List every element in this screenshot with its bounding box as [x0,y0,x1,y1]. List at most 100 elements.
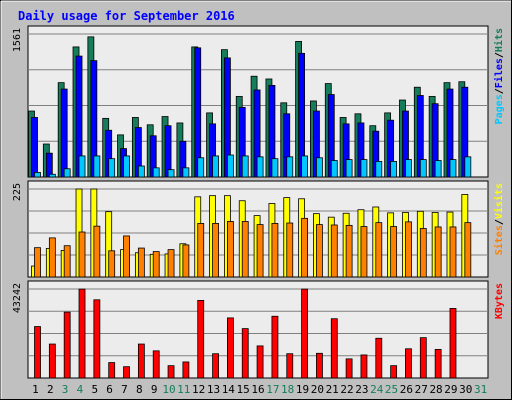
legend-entry: KBytes [494,283,505,319]
day-label: 23 [355,383,368,396]
y-max-label: 225 [12,183,23,201]
day-label: 29 [444,383,457,396]
sites-bar-day-12 [197,223,205,278]
day-label: 17 [266,383,279,396]
sites-bar-day-15 [241,221,249,278]
sites-bar-day-3 [63,245,71,278]
pages-bar-day-30 [464,156,472,178]
day-label: 25 [385,383,398,396]
kbytes-bar-day-19 [301,288,308,379]
y-max-label: 1561 [12,28,23,52]
kbytes-bar-day-20 [316,352,323,379]
day-label: 24 [370,383,384,396]
sites-bar-day-21 [330,224,338,278]
legend-entry: Hits [493,28,505,52]
day-label: 14 [222,383,236,396]
legend-entry: Sites [493,225,505,255]
kbytes-bar-day-15 [241,328,249,379]
kbytes-bar-day-29 [449,308,457,379]
day-label: 15 [237,383,250,396]
sites-bar-day-17 [271,223,279,278]
kbytes-bar-day-10 [167,365,175,379]
pages-bar-day-18 [286,156,294,178]
day-label: 7 [121,383,128,396]
sites-bar-day-4 [78,231,86,278]
sites-bar-day-11 [182,244,190,278]
sites-bar-day-2 [48,237,56,278]
pages-bar-day-12 [197,157,205,178]
day-label: 10 [162,383,175,396]
sites-bar-day-9 [152,251,160,278]
pages-bar-day-23 [360,159,368,178]
kbytes-bar-day-1 [34,326,41,379]
panel-visits-sites: 225 Sites/Visits [12,180,505,278]
day-label: 11 [177,383,190,396]
series-pages [34,154,472,178]
y-max-label: 43242 [12,283,23,313]
kbytes-bar-day-5 [93,299,101,379]
kbytes-bar-day-7 [123,366,130,379]
day-label: 8 [136,383,143,396]
sites-bar-day-5 [93,225,101,278]
sites-bar-day-13 [212,223,219,278]
day-label: 12 [192,383,205,396]
pages-bar-day-13 [212,155,219,178]
panel-hits-files-pages: 1561 Pages/Files/Hits [12,25,505,178]
kbytes-bar-day-12 [197,300,205,379]
kbytes-bar-day-4 [78,288,86,379]
pages-bar-day-29 [449,159,457,178]
day-label: 2 [47,383,54,396]
sites-bar-day-10 [167,249,175,278]
day-label: 4 [77,383,84,396]
pages-bar-day-4 [78,155,86,178]
day-label: 27 [415,383,428,396]
pages-bar-day-1 [34,172,41,178]
kbytes-bar-day-23 [360,354,368,379]
sites-bar-day-23 [360,226,368,278]
day-label: 5 [91,383,98,396]
day-label: 16 [251,383,264,396]
day-label: 19 [296,383,309,396]
legend: Sites/Visits [493,183,505,255]
day-label: 6 [106,383,113,396]
day-label: 26 [400,383,413,396]
pages-bar-day-25 [390,161,398,178]
sites-bar-day-7 [123,235,130,278]
sites-bar-day-6 [108,250,116,278]
day-label: 30 [459,383,472,396]
legend: KBytes [494,283,505,319]
pages-bar-day-15 [241,155,249,178]
kbytes-bar-day-6 [108,362,116,379]
files-bar-day-1 [31,117,38,178]
sites-bar-day-25 [390,226,398,278]
panel-kbytes: 43242 KBytes [12,280,505,379]
kbytes-bar-day-27 [419,337,427,379]
pages-bar-day-7 [123,155,130,178]
pages-bar-day-16 [256,156,264,178]
day-label: 31 [474,383,487,396]
sites-bar-day-18 [286,222,294,278]
sites-bar-day-26 [405,221,412,278]
kbytes-bar-day-22 [345,358,353,379]
pages-bar-day-20 [316,157,323,178]
kbytes-bar-day-21 [330,318,338,379]
legend-entry: Visits [493,183,505,219]
sites-bar-day-19 [301,217,308,278]
pages-bar-day-21 [330,160,338,178]
pages-bar-day-11 [182,167,190,178]
sites-bar-day-8 [137,247,145,278]
series-kbytes [34,288,457,379]
day-label: 22 [340,383,353,396]
legend-entry: Files [493,58,505,88]
day-label: 1 [32,383,39,396]
day-labels: 1 2 3 4 5 6 7 8 9 10 11 12 13 14 15 16 17 18 19 20 21 22 23 24 2… [32,383,487,396]
day-label: 20 [311,383,324,396]
legend: Pages/Files/Hits [493,28,505,124]
kbytes-bar-day-24 [375,337,383,379]
kbytes-bar-day-17 [271,315,279,379]
pages-bar-day-17 [271,158,279,178]
pages-bar-day-2 [48,173,56,178]
legend-entry: Pages [494,94,505,124]
